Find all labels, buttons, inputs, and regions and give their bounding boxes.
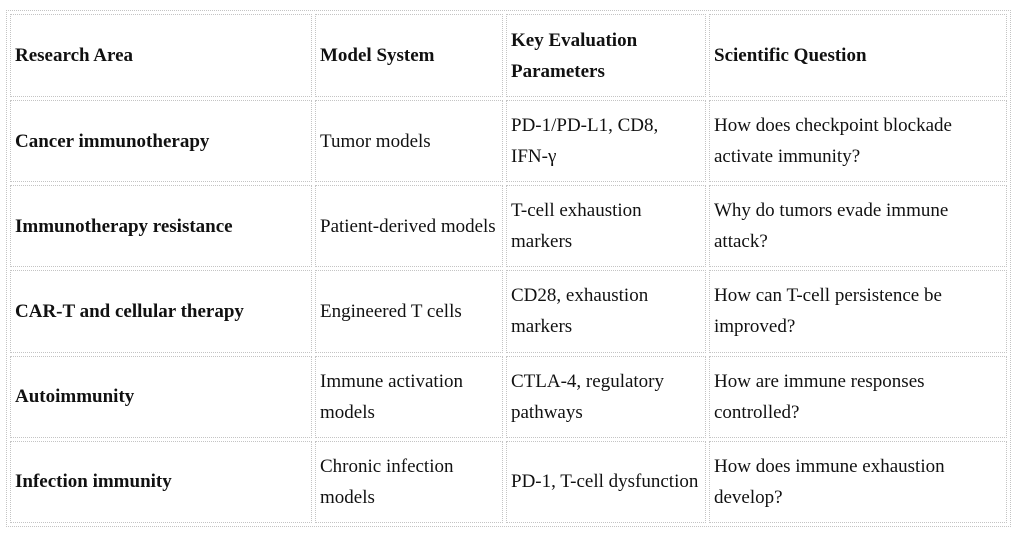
- table-cell: PD-1, T-cell dysfunction: [506, 440, 706, 523]
- table-cell: How does immune exhaustion develop?: [709, 440, 1007, 523]
- header-cell: Model System: [315, 14, 503, 97]
- table-cell: How can T-cell persistence be improved?: [709, 270, 1007, 353]
- table-row: CAR-T and cellular therapy Engineered T c…: [10, 270, 1007, 353]
- table-body: Cancer immunotherapy Tumor models PD-1/PD-…: [10, 100, 1007, 523]
- table-row: Infection immunity Chronic infection mode…: [10, 440, 1007, 523]
- table-cell: Patient-derived models: [315, 185, 503, 268]
- table-row: Immunotherapy resistance Patient-derived …: [10, 185, 1007, 268]
- table-row: Cancer immunotherapy Tumor models PD-1/PD-…: [10, 100, 1007, 183]
- table-cell: Chronic infection models: [315, 440, 503, 523]
- table-cell: Immune activation models: [315, 355, 503, 438]
- table-row: Autoimmunity Immune activation models CTLA…: [10, 355, 1007, 438]
- header-cell: Key Evaluation Parameters: [506, 14, 706, 97]
- header-cell: Scientific Question: [709, 14, 1007, 97]
- table-cell: Why do tumors evade immune attack?: [709, 185, 1007, 268]
- data-table: Research Area Model System Key Evaluatio…: [6, 10, 1011, 527]
- table-cell: Engineered T cells: [315, 270, 503, 353]
- row-label-cell: Infection immunity: [10, 440, 312, 523]
- table-cell: CD28, exhaustion markers: [506, 270, 706, 353]
- table-cell: PD-1/PD-L1, CD8, IFN-γ: [506, 100, 706, 183]
- table-cell: How are immune responses controlled?: [709, 355, 1007, 438]
- row-label-cell: Autoimmunity: [10, 355, 312, 438]
- header-row: Research Area Model System Key Evaluatio…: [10, 14, 1007, 97]
- table-cell: T-cell exhaustion markers: [506, 185, 706, 268]
- table-cell: CTLA-4, regulatory pathways: [506, 355, 706, 438]
- table-cell: Tumor models: [315, 100, 503, 183]
- row-label-cell: CAR-T and cellular therapy: [10, 270, 312, 353]
- header-cell: Research Area: [10, 14, 312, 97]
- row-label-cell: Immunotherapy resistance: [10, 185, 312, 268]
- row-label-cell: Cancer immunotherapy: [10, 100, 312, 183]
- table-cell: How does checkpoint blockade activate im…: [709, 100, 1007, 183]
